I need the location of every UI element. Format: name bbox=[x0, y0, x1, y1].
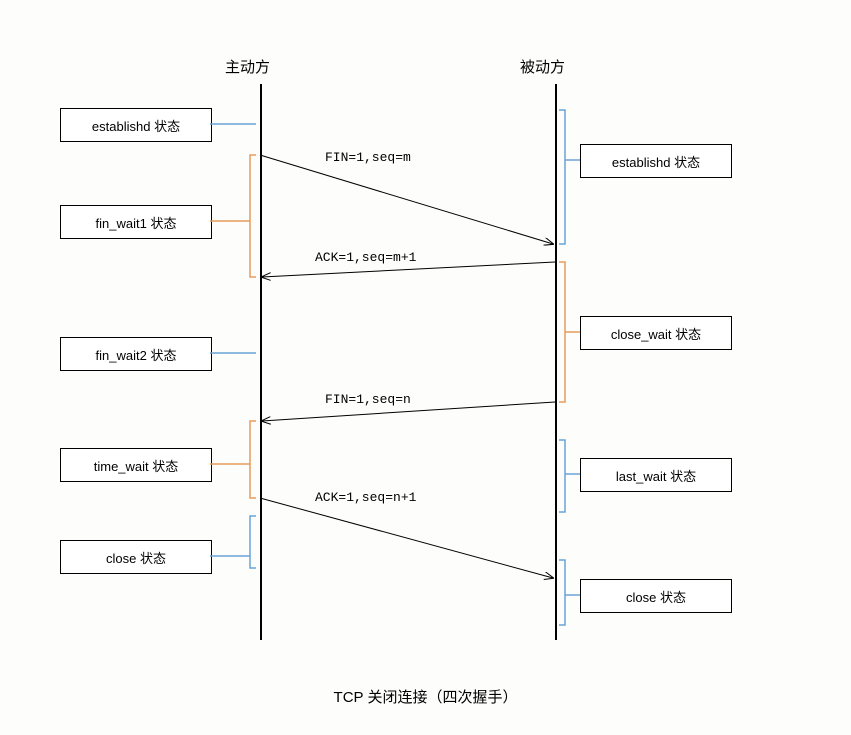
lifeline-passive bbox=[555, 84, 557, 640]
state-active-close: close 状态 bbox=[60, 540, 212, 574]
state-passive-close: close 状态 bbox=[580, 579, 732, 613]
state-passive-last-wait: last_wait 状态 bbox=[580, 458, 732, 492]
state-active-time-wait: time_wait 状态 bbox=[60, 448, 212, 482]
msg-4-arrow bbox=[260, 498, 553, 578]
bracket-passive-2 bbox=[559, 262, 565, 402]
msg-1-label: FIN=1,seq=m bbox=[325, 150, 411, 165]
diagram-canvas: 主动方 被动方 establishd 状态 fin_wait1 状态 fin_w… bbox=[0, 0, 851, 735]
state-active-fin-wait2: fin_wait2 状态 bbox=[60, 337, 212, 371]
bracket-passive-1 bbox=[559, 110, 565, 244]
header-passive: 被动方 bbox=[520, 56, 565, 77]
msg-1-arrow bbox=[260, 155, 553, 244]
header-active: 主动方 bbox=[225, 56, 270, 77]
state-active-fin-wait1: fin_wait1 状态 bbox=[60, 205, 212, 239]
state-passive-close-wait: close_wait 状态 bbox=[580, 316, 732, 350]
state-active-established: establishd 状态 bbox=[60, 108, 212, 142]
bracket-passive-3 bbox=[559, 440, 565, 512]
bracket-passive-4 bbox=[559, 560, 565, 625]
bracket-active-2 bbox=[250, 421, 256, 498]
lifeline-active bbox=[260, 84, 262, 640]
state-passive-established: establishd 状态 bbox=[580, 144, 732, 178]
diagram-caption: TCP 关闭连接（四次握手） bbox=[0, 686, 851, 707]
bracket-active-1 bbox=[250, 155, 256, 277]
msg-4-label: ACK=1,seq=n+1 bbox=[315, 490, 416, 505]
msg-2-label: ACK=1,seq=m+1 bbox=[315, 250, 416, 265]
bracket-active-3 bbox=[250, 516, 256, 568]
msg-3-label: FIN=1,seq=n bbox=[325, 392, 411, 407]
